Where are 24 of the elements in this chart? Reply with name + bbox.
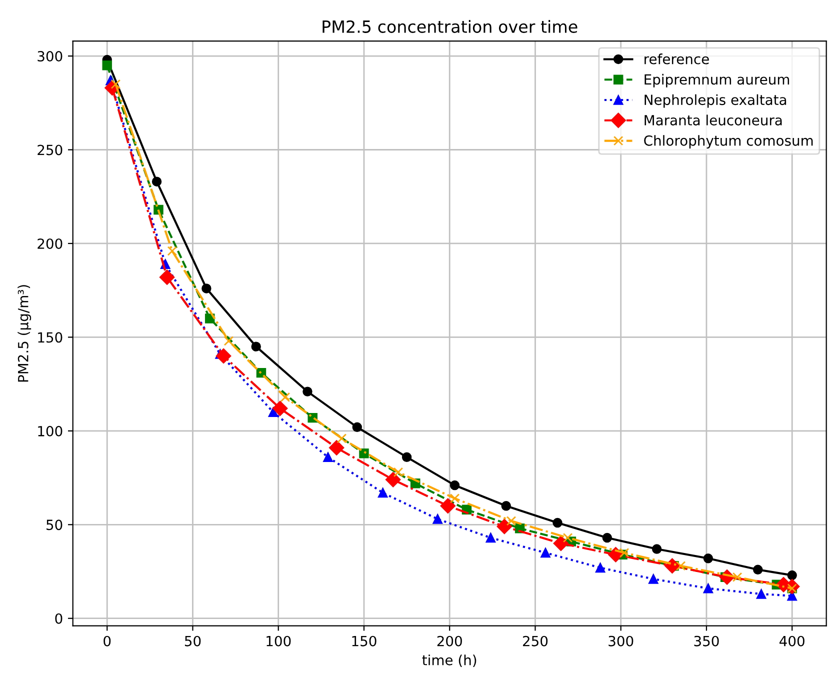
y-tick-label: 200 (38, 238, 62, 249)
x-tick-label: 400 (780, 636, 804, 646)
y-tick-label: 0 (55, 613, 62, 624)
x-tick-label: 350 (694, 636, 719, 646)
y-tick-label: 250 (38, 144, 62, 156)
x-tick-label: 0 (104, 636, 111, 646)
legend-label: Chlorophytum comosum (644, 135, 813, 149)
x-tick-label: 250 (522, 636, 548, 646)
x-tick-label: 100 (266, 636, 291, 646)
legend-label: Maranta leuconeura (644, 114, 782, 126)
y-tick-label: 300 (38, 51, 62, 62)
x-tick-label: 200 (437, 636, 462, 646)
y-tick-label: 100 (38, 426, 62, 436)
x-tick-label: 50 (184, 636, 201, 646)
legend-label: Nephrolepis exaltata (644, 94, 786, 108)
legend-label: reference (644, 54, 709, 64)
x-tick-label: 150 (352, 636, 376, 646)
y-tick-label: 150 (38, 332, 62, 343)
y-axis-title: PM2.5 (µg/m³) (18, 285, 32, 382)
x-axis-title: time (h) (422, 654, 476, 667)
y-tick-label: 50 (46, 520, 62, 530)
legend-label: Epipremnum aureum (644, 74, 790, 88)
x-tick-label: 300 (608, 636, 634, 646)
chart-title: PM2.5 concentration over time (322, 20, 578, 33)
